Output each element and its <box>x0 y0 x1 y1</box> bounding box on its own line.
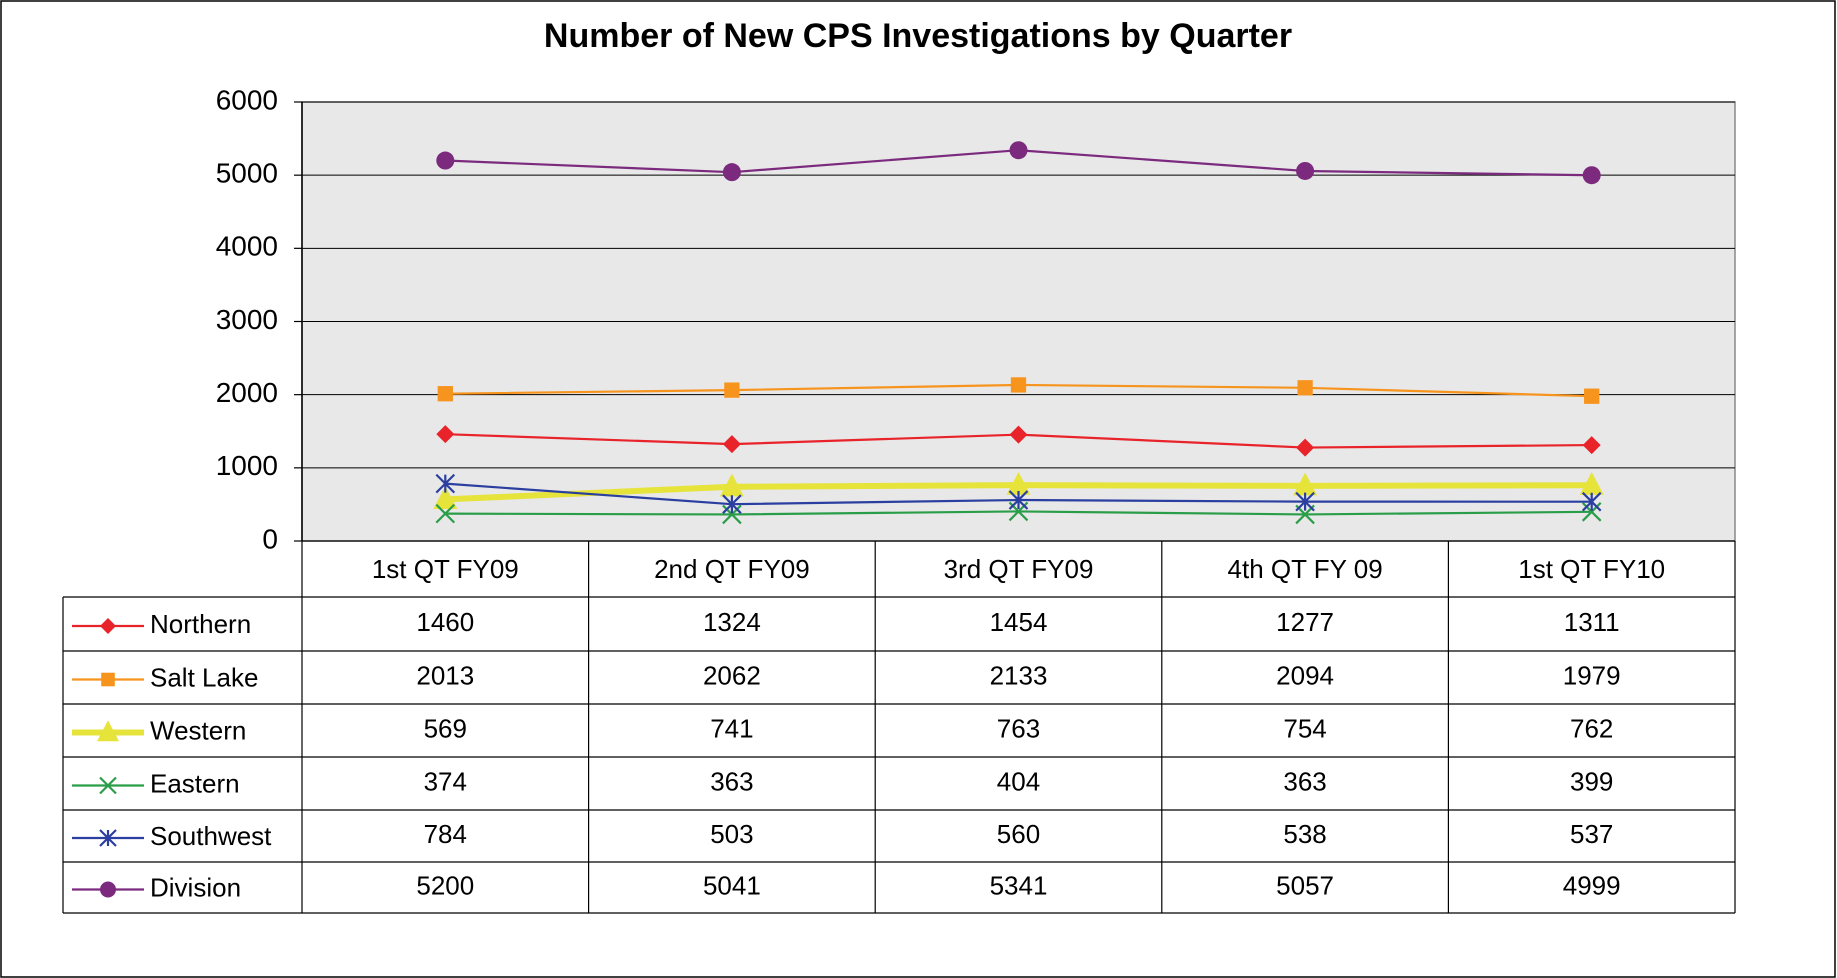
table-cell: 1460 <box>416 607 474 637</box>
marker <box>724 382 740 398</box>
table-cell: 1324 <box>703 607 761 637</box>
marker <box>1582 166 1601 185</box>
legend-label: Eastern <box>150 768 240 798</box>
marker <box>99 776 117 795</box>
marker <box>1581 502 1602 522</box>
marker <box>97 720 119 742</box>
marker <box>1581 491 1602 512</box>
marker <box>722 163 741 182</box>
table-cell: 399 <box>1570 766 1613 796</box>
x-tick-label: 4th QT FY 09 <box>1228 554 1383 584</box>
marker <box>1297 380 1313 396</box>
marker <box>1582 436 1601 455</box>
table-cell: 741 <box>710 713 753 743</box>
table-cell: 537 <box>1570 819 1613 849</box>
marker <box>1010 377 1027 393</box>
legend-label: Division <box>150 872 241 902</box>
table-cell: 569 <box>424 713 467 743</box>
y-tick-label: 5000 <box>216 158 278 189</box>
marker <box>433 486 458 509</box>
legend-label: Western <box>150 715 246 745</box>
table-cell: 2133 <box>990 660 1048 690</box>
marker <box>101 672 115 687</box>
y-tick-label: 2000 <box>216 377 278 408</box>
legend-label: Southwest <box>150 821 272 851</box>
table-cell: 5057 <box>1276 870 1334 900</box>
marker <box>722 504 742 525</box>
y-tick-label: 6000 <box>216 84 278 115</box>
table-cell: 538 <box>1283 819 1326 849</box>
table-cell: 2094 <box>1276 660 1334 690</box>
marker <box>1579 472 1604 495</box>
table-cell: 4999 <box>1563 870 1621 900</box>
table-cell: 1277 <box>1276 607 1334 637</box>
table-cell: 1454 <box>990 607 1048 637</box>
table-cell: 1979 <box>1563 660 1621 690</box>
marker <box>100 881 116 898</box>
y-tick-label: 4000 <box>216 231 278 262</box>
marker <box>1009 425 1028 444</box>
table-cell: 784 <box>424 819 467 849</box>
marker <box>1296 161 1315 180</box>
marker <box>1296 438 1315 457</box>
marker <box>437 386 453 402</box>
legend-label: Northern <box>150 609 251 639</box>
marker <box>1295 491 1315 512</box>
x-tick-label: 3rd QT FY09 <box>944 554 1094 584</box>
marker <box>436 425 455 444</box>
marker <box>1584 388 1600 404</box>
legend-label: Salt Lake <box>150 662 258 692</box>
table-cell: 404 <box>997 766 1040 796</box>
marker <box>100 618 116 634</box>
table-cell: 2013 <box>416 660 474 690</box>
table-cell: 5341 <box>990 870 1048 900</box>
chart-title: Number of New CPS Investigations by Quar… <box>544 17 1292 55</box>
table-cell: 503 <box>710 819 753 849</box>
table-cell: 374 <box>424 766 467 796</box>
table-cell: 763 <box>997 713 1040 743</box>
marker <box>722 494 742 514</box>
marker <box>1006 471 1031 495</box>
marker <box>719 473 744 497</box>
y-tick-label: 0 <box>262 523 278 554</box>
y-tick-label: 3000 <box>216 304 278 335</box>
table-cell: 2062 <box>703 660 761 690</box>
table-cell: 5041 <box>703 870 761 900</box>
table-cell: 560 <box>997 819 1040 849</box>
marker <box>435 503 456 524</box>
marker <box>1009 141 1028 160</box>
y-tick-label: 1000 <box>216 450 278 481</box>
table-cell: 1311 <box>1564 607 1620 637</box>
table-cell: 754 <box>1283 713 1326 743</box>
table-cell: 5200 <box>416 870 474 900</box>
table-cell: 363 <box>1283 766 1326 796</box>
marker <box>436 151 455 170</box>
marker <box>1293 472 1318 496</box>
marker <box>722 435 741 454</box>
x-tick-label: 1st QT FY09 <box>372 554 519 584</box>
marker <box>99 829 117 847</box>
x-tick-label: 1st QT FY10 <box>1518 554 1665 584</box>
table-cell: 363 <box>710 766 753 796</box>
table-cell: 762 <box>1570 713 1613 743</box>
marker <box>1008 490 1029 510</box>
x-tick-label: 2nd QT FY09 <box>654 554 810 584</box>
marker <box>435 473 456 494</box>
